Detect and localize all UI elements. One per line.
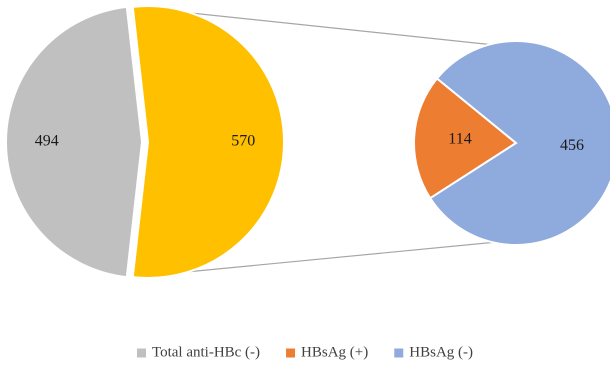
data-label-total-anti-hbc-neg: 494 <box>35 133 59 150</box>
data-label-hbsag-pos: 114 <box>448 131 471 148</box>
data-label-anti-hbc-pos-group: 570 <box>231 133 255 150</box>
legend-label-1: HBsAg (+) <box>301 344 368 360</box>
secondary-pie <box>413 40 610 246</box>
legend-swatch-2 <box>394 348 404 358</box>
data-label-hbsag-neg: 456 <box>560 137 584 154</box>
pie-slice-hbsag-neg <box>428 40 610 246</box>
primary-pie <box>5 5 285 279</box>
pie-slice-total-anti-hbc-neg <box>5 5 144 279</box>
legend: Total anti-HBc (-) HBsAg (+) HBsAg (-) <box>136 344 473 360</box>
data-labels: 494 570 114 456 <box>35 131 584 154</box>
legend-swatch-1 <box>286 348 296 358</box>
legend-swatch-0 <box>136 348 146 358</box>
legend-label-0: Total anti-HBc (-) <box>152 344 260 360</box>
legend-label-2: HBsAg (-) <box>409 344 473 360</box>
pie-slice-hbsag-pos <box>413 77 518 200</box>
pie-slice-anti-hbc-pos-group <box>131 5 285 279</box>
